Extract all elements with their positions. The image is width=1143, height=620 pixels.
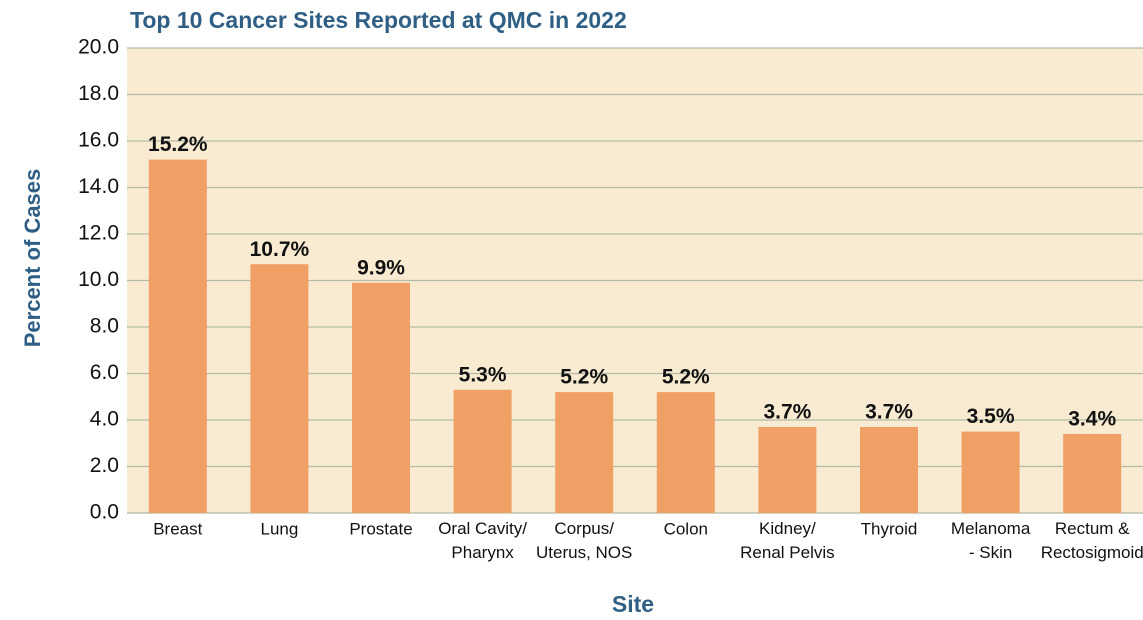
x-tick-label: Corpus/Uterus, NOS: [536, 519, 632, 562]
data-label: 10.7%: [250, 238, 310, 261]
x-tick-label: Kidney/Renal Pelvis: [740, 519, 835, 562]
x-tick-label: Breast: [153, 519, 202, 538]
chart-title: Top 10 Cancer Sites Reported at QMC in 2…: [130, 7, 627, 33]
data-label: 5.2%: [662, 366, 710, 389]
y-axis-label: Percent of Cases: [20, 169, 45, 348]
x-tick-label: Melanoma - Skin: [951, 519, 1031, 562]
data-label: 15.2%: [148, 133, 208, 156]
y-tick-label: 10.0: [78, 268, 119, 291]
bar: [860, 426, 918, 513]
data-label: 9.9%: [357, 256, 405, 279]
x-tick-label: Colon: [664, 519, 708, 538]
y-tick-label: 12.0: [78, 222, 119, 245]
x-tick-label: Rectum & Rectosigmoid: [1041, 519, 1143, 562]
bar: [656, 392, 715, 513]
bar: [453, 389, 512, 513]
y-tick-label: 18.0: [78, 82, 119, 105]
y-tick-label: 4.0: [90, 408, 119, 431]
bar: [148, 159, 207, 513]
data-label: 3.7%: [763, 401, 811, 424]
y-tick-label: 16.0: [78, 129, 119, 152]
data-label: 3.4%: [1068, 407, 1116, 430]
x-tick-label: Lung: [260, 519, 298, 538]
data-label: 5.2%: [560, 366, 608, 389]
data-label: 3.5%: [967, 405, 1015, 428]
y-tick-label: 2.0: [90, 454, 119, 477]
bar: [555, 392, 614, 513]
bar: [1063, 433, 1122, 513]
y-tick-label: 6.0: [90, 361, 119, 384]
y-tick-label: 14.0: [78, 175, 119, 198]
x-tick-label: Thyroid: [861, 519, 918, 538]
bar: [758, 426, 817, 513]
data-label: 3.7%: [865, 401, 913, 424]
data-label: 5.3%: [459, 363, 507, 386]
bar: [352, 282, 410, 513]
x-tick-label: Oral Cavity/Pharynx: [438, 519, 527, 562]
y-tick-label: 20.0: [78, 36, 119, 59]
bar: [961, 431, 1020, 513]
y-tick-label: 0.0: [90, 501, 119, 524]
bar: [250, 264, 309, 513]
x-tick-label: Prostate: [349, 519, 412, 538]
x-axis-label: Site: [612, 591, 654, 617]
y-tick-label: 8.0: [90, 315, 119, 338]
